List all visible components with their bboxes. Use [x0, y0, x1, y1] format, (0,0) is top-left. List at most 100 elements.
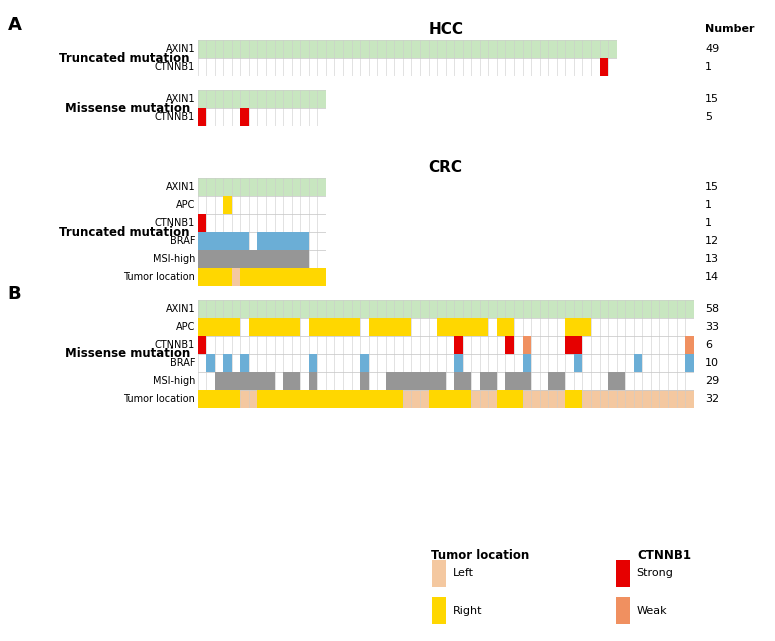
Text: 32: 32 [705, 394, 719, 404]
Bar [223, 268, 232, 286]
Bar [514, 372, 522, 390]
Bar [198, 58, 617, 76]
Bar [291, 268, 300, 286]
Bar [257, 232, 266, 250]
Bar [394, 372, 403, 390]
Bar [634, 354, 642, 372]
Bar [198, 196, 326, 214]
Text: AXIN1: AXIN1 [165, 304, 195, 314]
Bar [505, 372, 514, 390]
Bar [326, 318, 335, 336]
Bar [685, 336, 694, 354]
Bar [386, 372, 394, 390]
Bar [463, 318, 471, 336]
Bar [394, 318, 403, 336]
Bar [232, 372, 240, 390]
Text: CTNNB1: CTNNB1 [155, 62, 195, 72]
Bar [223, 354, 232, 372]
Bar [420, 372, 429, 390]
Bar [249, 318, 257, 336]
Bar [198, 318, 206, 336]
Bar [437, 318, 446, 336]
Bar [565, 390, 574, 408]
Text: AXIN1: AXIN1 [165, 44, 195, 54]
Text: CTNNB1: CTNNB1 [155, 218, 195, 228]
Bar [505, 390, 514, 408]
Bar [249, 268, 257, 286]
Bar [198, 390, 206, 408]
Text: 6: 6 [705, 340, 712, 350]
Bar [360, 372, 369, 390]
Text: 10: 10 [705, 358, 719, 368]
Text: 58: 58 [705, 304, 719, 314]
Bar [198, 214, 206, 232]
Bar [198, 268, 206, 286]
Bar [360, 354, 369, 372]
Bar [198, 90, 326, 108]
Text: Left: Left [453, 568, 474, 578]
Bar [291, 232, 300, 250]
Bar [454, 390, 463, 408]
Text: MSI-high: MSI-high [153, 254, 195, 264]
Text: CTNNB1: CTNNB1 [155, 112, 195, 122]
Bar [360, 390, 369, 408]
Bar [608, 372, 617, 390]
Bar [266, 318, 274, 336]
Bar [343, 318, 352, 336]
Text: A: A [8, 16, 22, 34]
Bar [308, 354, 317, 372]
Bar [283, 268, 291, 286]
Bar [369, 390, 377, 408]
Bar [437, 390, 446, 408]
Bar [240, 250, 249, 268]
Bar [274, 232, 283, 250]
Bar [223, 318, 232, 336]
Bar [266, 372, 274, 390]
Bar [471, 318, 480, 336]
Bar [206, 268, 215, 286]
Bar [377, 318, 386, 336]
Bar [283, 232, 291, 250]
Bar [300, 232, 308, 250]
Bar [412, 372, 420, 390]
Bar [522, 336, 531, 354]
Bar [574, 354, 583, 372]
Text: Tumor location: Tumor location [431, 549, 529, 562]
Bar [548, 372, 556, 390]
Text: 5: 5 [705, 112, 712, 122]
Bar [335, 390, 343, 408]
Bar [249, 372, 257, 390]
Bar [232, 250, 240, 268]
Bar [616, 597, 630, 624]
Bar [617, 372, 625, 390]
Bar [386, 390, 394, 408]
Bar [240, 268, 249, 286]
Bar [232, 232, 240, 250]
Bar [198, 336, 694, 354]
Text: 49: 49 [705, 44, 719, 54]
Bar [215, 250, 223, 268]
Bar [505, 318, 514, 336]
Bar [232, 318, 240, 336]
Text: 14: 14 [705, 272, 719, 282]
Bar [232, 268, 240, 286]
Text: 15: 15 [705, 94, 719, 104]
Bar [463, 390, 471, 408]
Bar [574, 318, 583, 336]
Bar [505, 336, 514, 354]
Bar [283, 390, 291, 408]
Bar [266, 268, 274, 286]
Bar [257, 268, 266, 286]
Text: Strong: Strong [637, 568, 673, 578]
Bar [386, 318, 394, 336]
Bar [454, 354, 463, 372]
Text: HCC: HCC [428, 22, 463, 37]
Text: APC: APC [176, 200, 195, 210]
Bar [240, 232, 249, 250]
Text: Truncated mutation: Truncated mutation [60, 51, 190, 65]
Text: Missense mutation: Missense mutation [64, 101, 190, 115]
Bar [274, 318, 283, 336]
Bar [198, 390, 694, 408]
Text: 12: 12 [705, 236, 719, 246]
Bar [257, 390, 266, 408]
